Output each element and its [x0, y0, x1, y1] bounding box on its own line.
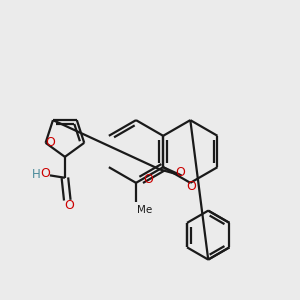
Text: Me: Me: [137, 205, 152, 214]
Text: O: O: [143, 173, 153, 186]
Text: O: O: [45, 136, 55, 149]
Text: O: O: [40, 167, 50, 180]
Text: H: H: [32, 168, 40, 181]
Text: O: O: [175, 167, 185, 179]
Text: O: O: [64, 199, 74, 212]
Text: O: O: [186, 180, 196, 193]
